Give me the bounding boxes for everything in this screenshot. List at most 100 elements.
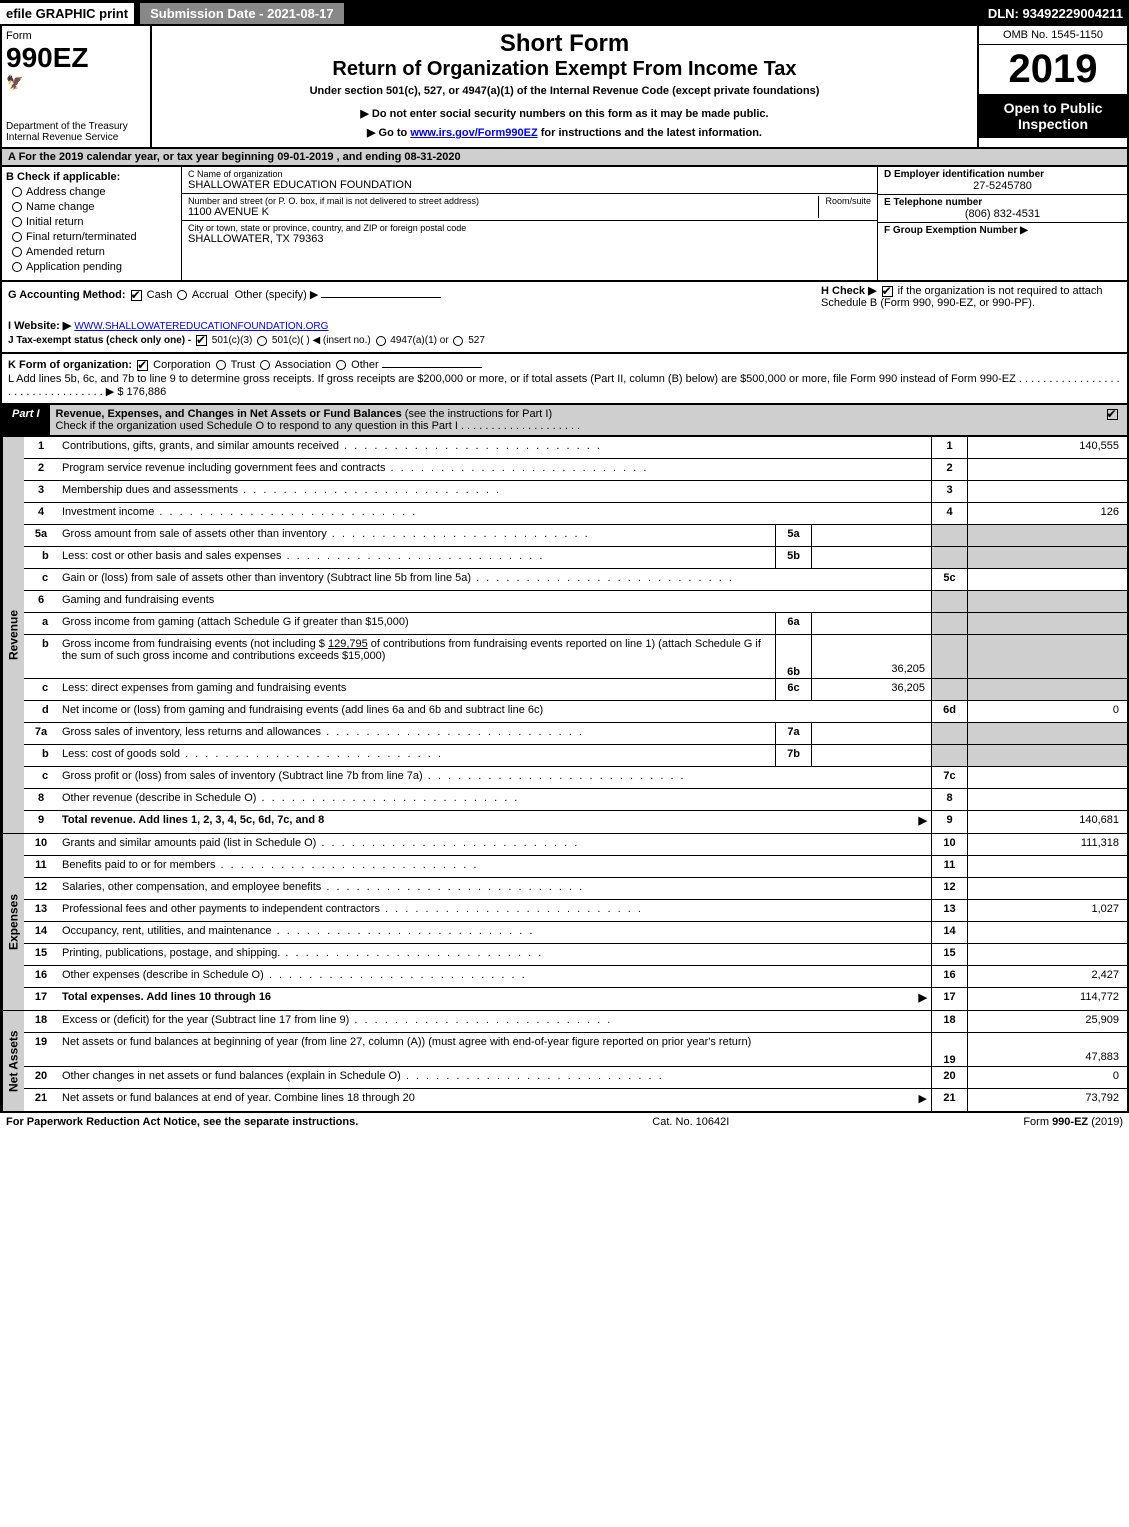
line-4-num: 4: [24, 503, 58, 524]
group-exemption-label: F Group Exemption Number ▶: [884, 225, 1121, 236]
line-20-num: 20: [24, 1067, 58, 1088]
line-1: 1 Contributions, gifts, grants, and simi…: [24, 437, 1127, 459]
j-527-label: 527: [468, 335, 485, 346]
k-label: K Form of organization:: [8, 359, 132, 371]
row-j: J Tax-exempt status (check only one) - 5…: [8, 335, 1121, 346]
line-15-rn: 15: [931, 944, 967, 965]
line-21-num: 21: [24, 1089, 58, 1111]
phone-value: (806) 832-4531: [884, 208, 1121, 220]
h-checkbox[interactable]: [882, 286, 893, 297]
line-7b-num: b: [24, 745, 58, 766]
j-501c3-checkbox[interactable]: [196, 335, 207, 346]
line-6c-rv: [967, 679, 1127, 700]
g-other-input[interactable]: [321, 297, 441, 298]
dln: DLN: 93492229004211: [988, 6, 1129, 21]
line-6c-num: c: [24, 679, 58, 700]
opt-address-change[interactable]: Address change: [12, 186, 177, 198]
line-19-num: 19: [24, 1033, 58, 1066]
line-6-rn: [931, 591, 967, 612]
line-7a-mv: [811, 723, 931, 744]
website-link[interactable]: WWW.SHALLOWATEREDUCATIONFOUNDATION.ORG: [74, 321, 328, 332]
line-7a-mn: 7a: [775, 723, 811, 744]
line-21-rn: 21: [931, 1089, 967, 1111]
line-6c-desc: Less: direct expenses from gaming and fu…: [58, 679, 775, 700]
opt-initial-return[interactable]: Initial return: [12, 216, 177, 228]
part1-lines: Revenue 1 Contributions, gifts, grants, …: [0, 437, 1129, 1113]
org-addr-label: Number and street (or P. O. box, if mail…: [188, 196, 479, 206]
line-4-rn: 4: [931, 503, 967, 524]
line-2: 2 Program service revenue including gove…: [24, 459, 1127, 481]
line-6a-mn: 6a: [775, 613, 811, 634]
k-assoc-radio[interactable]: [260, 360, 270, 370]
irs-link[interactable]: www.irs.gov/Form990EZ: [410, 127, 537, 139]
j-4947-radio[interactable]: [376, 336, 386, 346]
line-13: 13 Professional fees and other payments …: [24, 900, 1127, 922]
k-other-input[interactable]: [382, 367, 482, 368]
g-other-label: Other (specify) ▶: [235, 289, 319, 301]
j-527-radio[interactable]: [453, 336, 463, 346]
part1-title: Revenue, Expenses, and Changes in Net As…: [50, 405, 1097, 435]
line-7c-rn: 7c: [931, 767, 967, 788]
opt-final-return[interactable]: Final return/terminated: [12, 231, 177, 243]
part1-number: Part I: [2, 405, 50, 435]
box-b-label: B Check if applicable:: [6, 171, 177, 183]
line-19-desc: Net assets or fund balances at beginning…: [58, 1033, 931, 1066]
opt-name-change[interactable]: Name change: [12, 201, 177, 213]
g-accrual-radio[interactable]: [177, 290, 187, 300]
line-5a: 5a Gross amount from sale of assets othe…: [24, 525, 1127, 547]
line-13-rv: 1,027: [967, 900, 1127, 921]
opt-application-pending[interactable]: Application pending: [12, 261, 177, 273]
line-18: 18 Excess or (deficit) for the year (Sub…: [24, 1011, 1127, 1033]
k-trust-radio[interactable]: [216, 360, 226, 370]
line-16-num: 16: [24, 966, 58, 987]
line-7c-desc: Gross profit or (loss) from sales of inv…: [58, 767, 931, 788]
line-8: 8 Other revenue (describe in Schedule O)…: [24, 789, 1127, 811]
line-10-rv: 111,318: [967, 834, 1127, 855]
line-16-rn: 16: [931, 966, 967, 987]
i-label: I Website: ▶: [8, 320, 71, 332]
line-9-num: 9: [24, 811, 58, 833]
k-other-label: Other: [351, 359, 379, 371]
line-9-rn: 9: [931, 811, 967, 833]
g-cash-checkbox[interactable]: [131, 290, 142, 301]
line-18-rn: 18: [931, 1011, 967, 1032]
part1-schedule-o-checkbox-cell: [1097, 405, 1127, 435]
line-8-rv: [967, 789, 1127, 810]
line-14-desc: Occupancy, rent, utilities, and maintena…: [58, 922, 931, 943]
line-10-num: 10: [24, 834, 58, 855]
j-501c-radio[interactable]: [257, 336, 267, 346]
opt-amended-return[interactable]: Amended return: [12, 246, 177, 258]
line-8-rn: 8: [931, 789, 967, 810]
j-label: J Tax-exempt status (check only one) -: [8, 335, 194, 346]
row-k: K Form of organization: Corporation Trus…: [8, 359, 1121, 371]
line-2-rv: [967, 459, 1127, 480]
line-1-rn: 1: [931, 437, 967, 458]
line-16-rv: 2,427: [967, 966, 1127, 987]
line-6a: a Gross income from gaming (attach Sched…: [24, 613, 1127, 635]
line-17-rv: 114,772: [967, 988, 1127, 1010]
g-accrual-label: Accrual: [192, 289, 229, 301]
arrow-icon: ▶: [919, 814, 927, 827]
header-right: OMB No. 1545-1150 2019 Open to Public In…: [977, 26, 1127, 147]
line-7b-mn: 7b: [775, 745, 811, 766]
line-5c-rv: [967, 569, 1127, 590]
line-6-rv: [967, 591, 1127, 612]
line-20-desc: Other changes in net assets or fund bala…: [58, 1067, 931, 1088]
line-5b-desc: Less: cost or other basis and sales expe…: [58, 547, 775, 568]
line-6: 6 Gaming and fundraising events: [24, 591, 1127, 613]
page-footer: For Paperwork Reduction Act Notice, see …: [0, 1113, 1129, 1131]
k-assoc-label: Association: [275, 359, 331, 371]
header-mid: Short Form Return of Organization Exempt…: [152, 26, 977, 147]
part1-schedule-o-checkbox[interactable]: [1107, 409, 1118, 420]
line-15-rv: [967, 944, 1127, 965]
k-corp-checkbox[interactable]: [137, 360, 148, 371]
ein-label: D Employer identification number: [884, 169, 1121, 180]
line-6b: b Gross income from fundraising events (…: [24, 635, 1127, 679]
k-other-radio[interactable]: [336, 360, 346, 370]
line-6d-num: d: [24, 701, 58, 722]
efile-print[interactable]: efile GRAPHIC print: [0, 3, 134, 24]
top-bar: efile GRAPHIC print Submission Date - 20…: [0, 0, 1129, 26]
box-def: D Employer identification number 27-5245…: [877, 167, 1127, 280]
title-short-form: Short Form: [160, 30, 969, 58]
part1-header: Part I Revenue, Expenses, and Changes in…: [0, 405, 1129, 437]
